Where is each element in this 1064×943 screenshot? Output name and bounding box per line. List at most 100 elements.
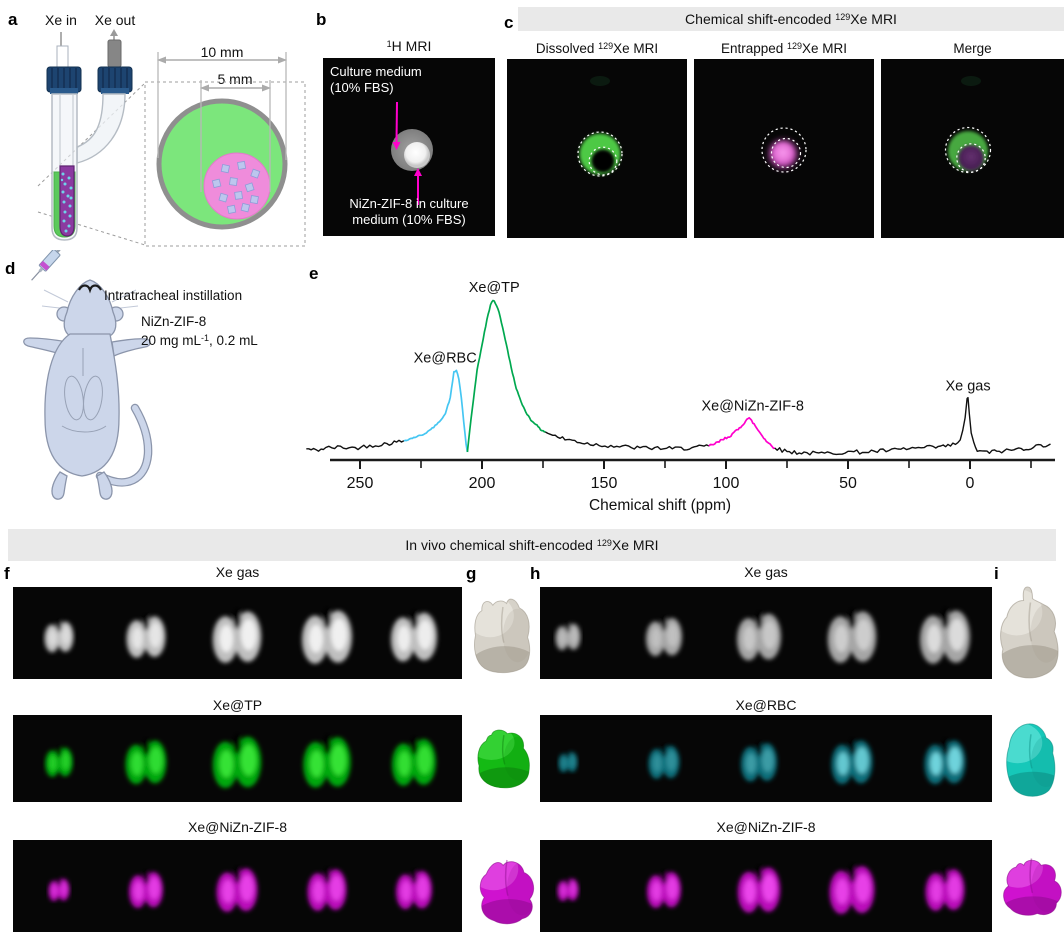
lung-slice (829, 862, 875, 914)
lung-slice (924, 737, 966, 785)
instillation-label: Intratracheal instillation (104, 288, 243, 303)
h-row1-title: Xe gas (744, 564, 788, 580)
xe-out-label: Xe out (94, 12, 136, 28)
particle-dots (60, 172, 73, 233)
peak-label: Xe@TP (469, 280, 520, 296)
lung-slice (827, 607, 877, 663)
roi-inner-circle (588, 146, 618, 176)
mouse-diagram (23, 250, 153, 500)
lung-3d-render (477, 729, 530, 789)
peak-label: Xe@NiZn-ZIF-8 (701, 398, 804, 414)
lung-slice (48, 877, 70, 902)
culture-medium-annotation: Culture medium (10% FBS) (330, 64, 422, 95)
nizn-zif8-annotation: NiZn-ZIF-8 in culture medium (10% FBS) (349, 196, 469, 227)
lung-slice (129, 869, 163, 909)
lung-3d-render (1006, 723, 1056, 797)
lung-slice (212, 607, 262, 663)
inner-sample-tube (59, 165, 75, 237)
proton-mri-art (391, 101, 433, 205)
roi-outer-circle (944, 126, 992, 174)
invivo-header: In vivo chemical shift-encoded 129Xe MRI (8, 529, 1056, 561)
spectrum-trace (403, 369, 469, 453)
lung-slice (737, 610, 781, 661)
lung-slice (126, 613, 166, 658)
lung-slice (392, 735, 436, 786)
lung-slice (125, 737, 167, 785)
merge-purple-core (958, 145, 984, 171)
dissolved-xe-image (507, 59, 687, 238)
svg-text:200: 200 (469, 475, 496, 492)
lung-slice (212, 732, 262, 789)
panel-letter-f: f (4, 564, 10, 583)
lung-3d-render (1000, 586, 1059, 679)
mri-slice-strip (540, 840, 992, 932)
lung-slice (648, 743, 680, 779)
lung-slice (391, 609, 437, 662)
f-row1-title: Xe gas (215, 564, 260, 580)
syringe-icon (31, 250, 68, 281)
f-row3-title: Xe@NiZn-ZIF-8 (188, 819, 287, 835)
panel-letter-c: c (504, 13, 514, 32)
zif-cubes (211, 160, 261, 215)
lung-3d-render (474, 598, 531, 674)
lung-3d-render (1003, 858, 1062, 916)
panel-b-title: 1H MRI (386, 38, 432, 54)
svg-text:100: 100 (713, 475, 740, 492)
agent-label: NiZn-ZIF-8 (141, 314, 207, 329)
panel-letter-e: e (309, 264, 319, 283)
panel-letter-b: b (316, 10, 327, 29)
svg-text:150: 150 (591, 475, 618, 492)
roi-outer-circle (577, 131, 623, 177)
h-row3-title: Xe@NiZn-ZIF-8 (716, 819, 816, 835)
svg-text:250: 250 (347, 475, 374, 492)
lung-slice (925, 866, 965, 911)
lung-slice (920, 606, 970, 664)
svg-text:50: 50 (839, 475, 857, 492)
roi-inner-circle (770, 137, 802, 169)
panel-letter-i: i (994, 564, 999, 583)
nmr-spectrum-chart: 250 200 150 100 50 0 Chemical shift (ppm) Xe@RB… (306, 280, 1055, 514)
mri-slice-strip (540, 715, 992, 802)
spectrum-trace (306, 439, 405, 452)
x-axis-label: Chemical shift (ppm) (589, 497, 731, 514)
h-row2-title: Xe@RBC (735, 697, 797, 713)
dose-label: 20 mg mL-1, 0.2 mL (141, 333, 258, 348)
panel-letter-d: d (5, 259, 16, 278)
lung-slice (396, 868, 432, 910)
spectrum-trace (466, 299, 546, 453)
lung-slice (646, 615, 682, 657)
phantom-core (404, 142, 430, 168)
lung-slice (557, 877, 579, 902)
subtitle-merge: Merge (953, 41, 992, 56)
lung-slice (741, 740, 777, 782)
mri-slice-strip (13, 587, 462, 679)
apparatus-diagram (37, 29, 306, 247)
svg-text:0: 0 (966, 475, 975, 492)
entrapped-signal-blob (770, 141, 796, 167)
annotation-arrow-up (414, 168, 422, 205)
lung-slice (737, 864, 781, 913)
subtitle-dissolved: Dissolved 129Xe MRI (535, 41, 659, 56)
mri-slice-strip (540, 587, 992, 679)
panel-letter-h: h (530, 564, 541, 583)
lung-3d-render (479, 859, 535, 925)
peak-label: Xe gas (945, 378, 990, 394)
mri-slice-strip (13, 715, 462, 802)
annotation-arrow-down (392, 101, 401, 150)
panel-c-header: Chemical shift-encoded 129Xe MRI (518, 7, 1064, 31)
spectrum-trace (774, 396, 1051, 456)
panel-letter-g: g (466, 564, 477, 583)
dimension-arrows (157, 56, 287, 92)
lung-slice (45, 745, 73, 777)
lung-slice (307, 866, 347, 911)
lung-slice (555, 621, 581, 651)
lung-slice (216, 865, 258, 912)
dim-5mm-label: 5 mm (217, 71, 253, 87)
lung-slice (647, 869, 681, 909)
dim-10mm-label: 10 mm (200, 44, 244, 60)
lung-slice (302, 606, 352, 664)
lung-slice (44, 619, 74, 653)
panel-letter-a: a (8, 10, 18, 29)
